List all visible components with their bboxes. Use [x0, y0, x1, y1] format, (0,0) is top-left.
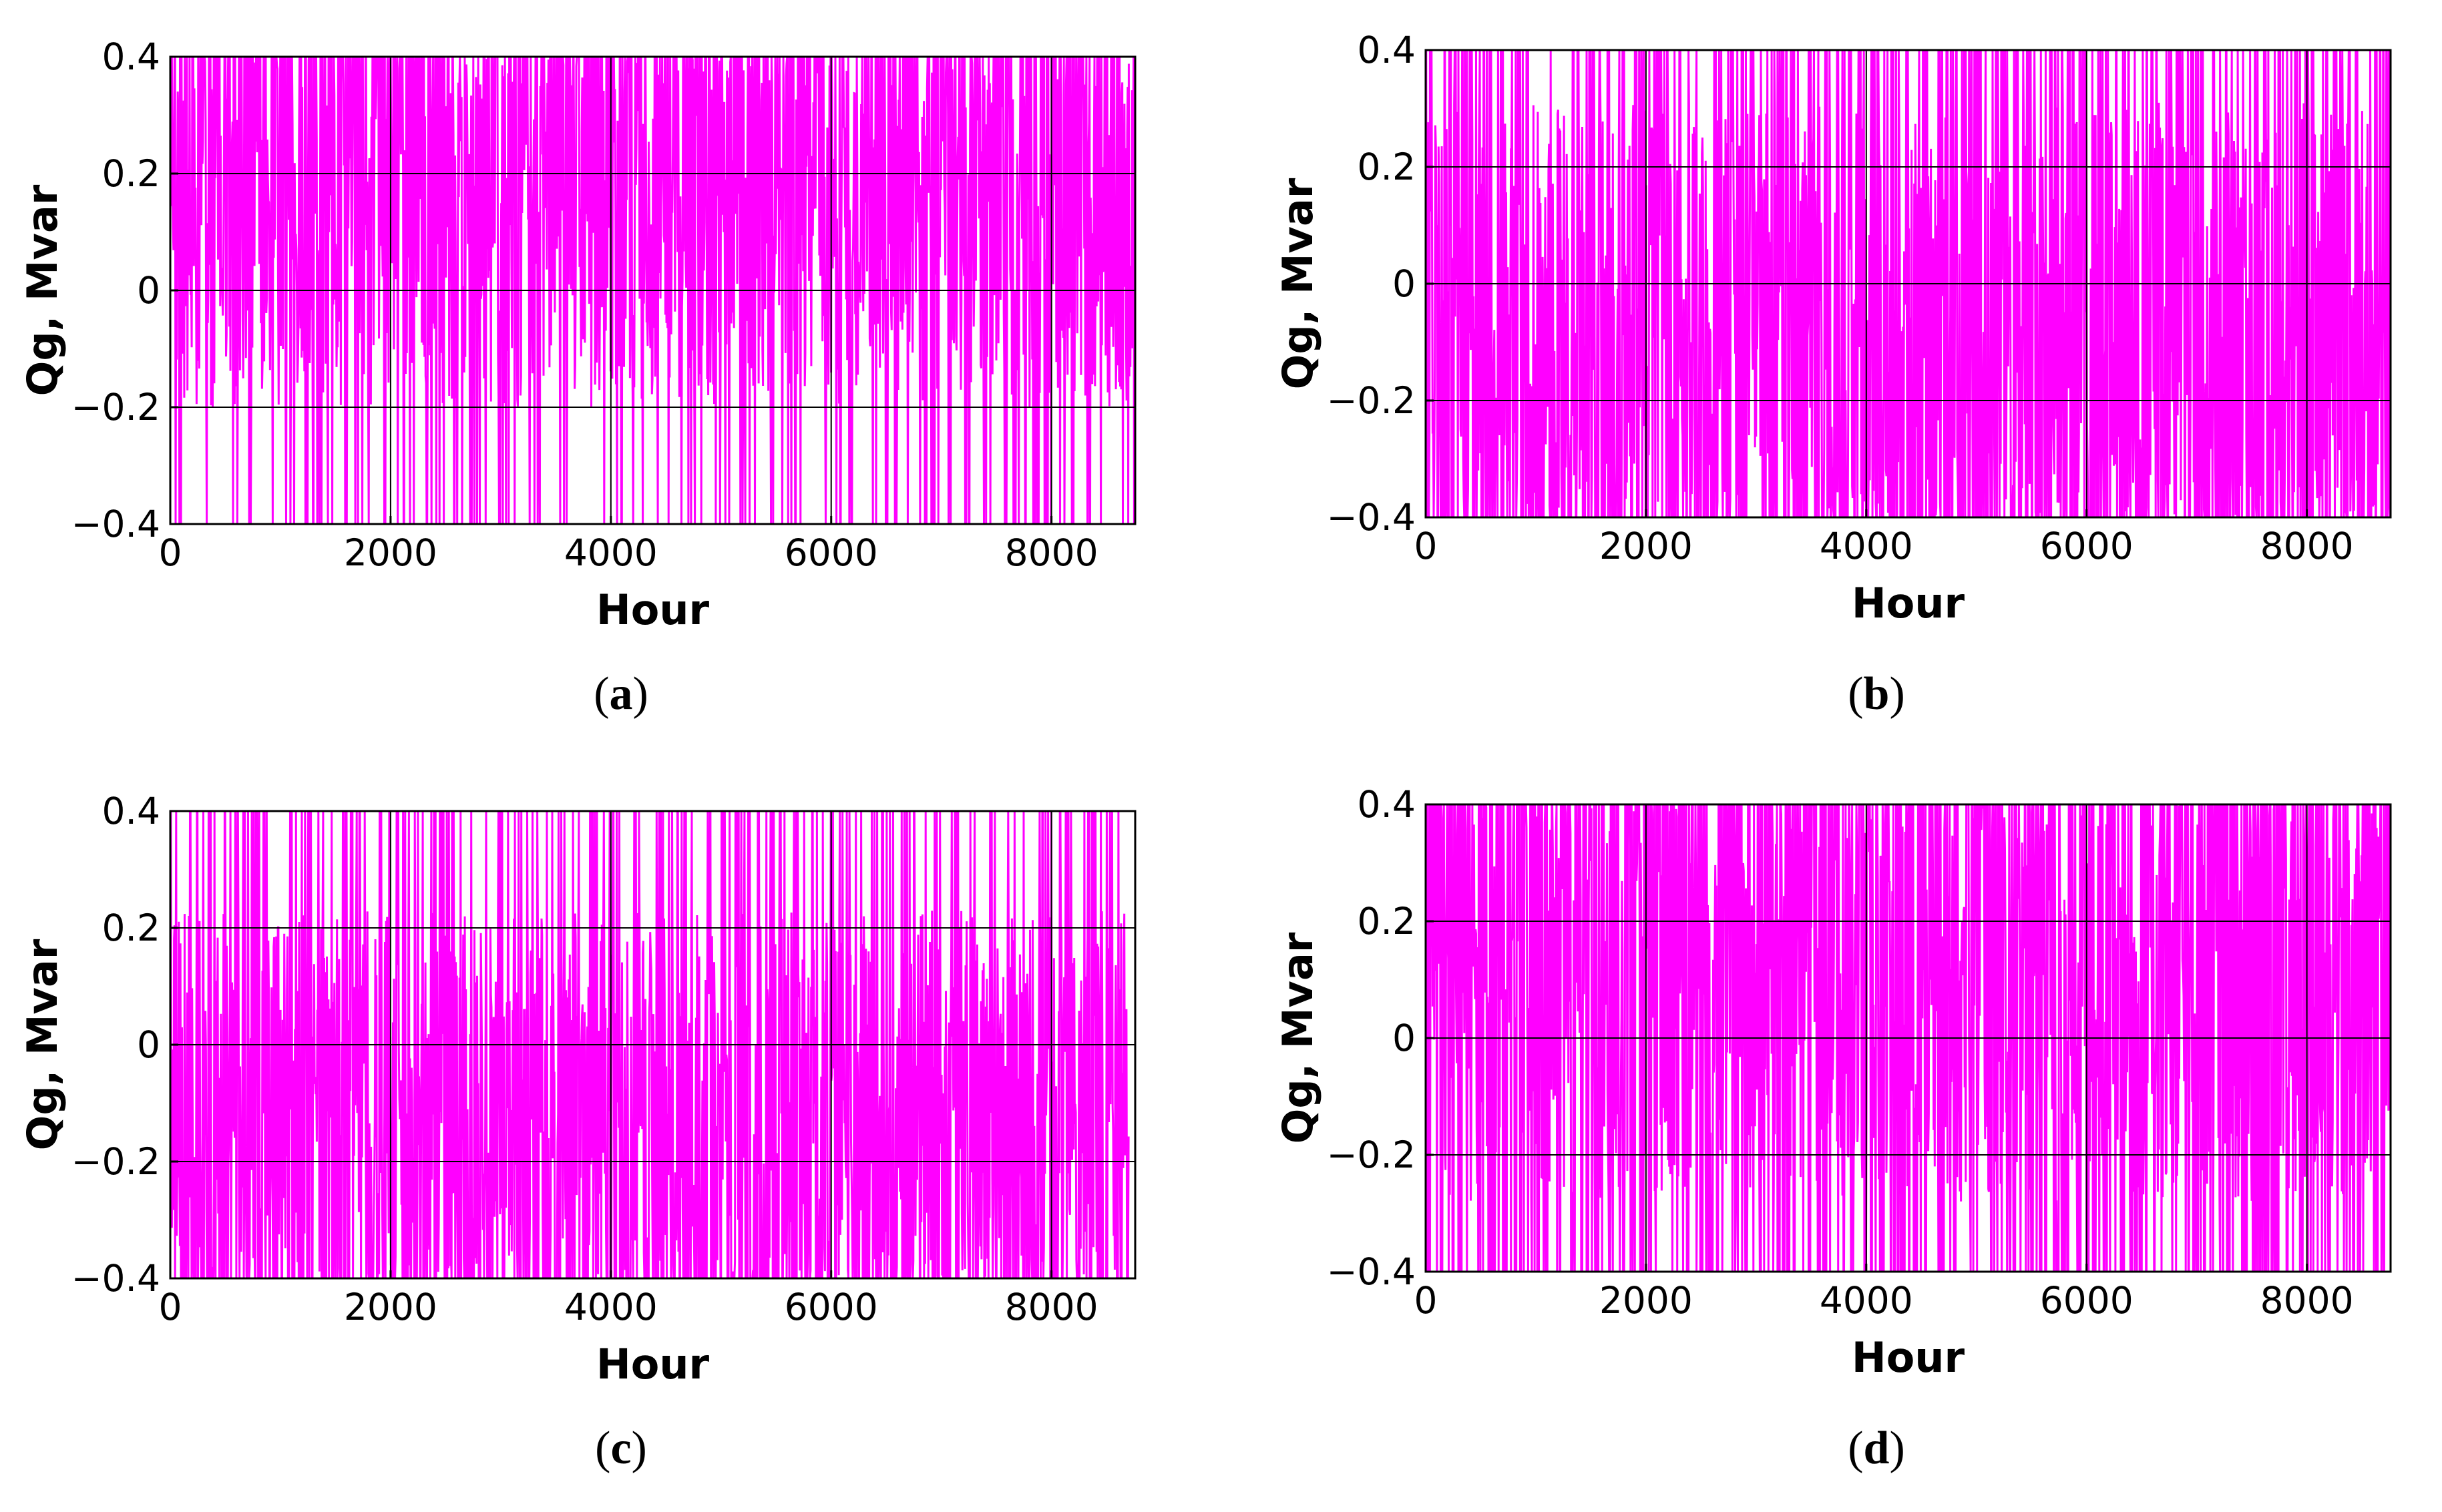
y-tick-label-b-2: 0 — [1392, 262, 1416, 305]
x-tick-label-d-1: 2000 — [1599, 1279, 1693, 1322]
chart-panel-d: 0 2000 4000 6000 8000 −0.4 −0.2 0 0.2 0.4 Hour Qg, … — [1255, 761, 2442, 1495]
x-tick-label-b-3: 6000 — [2040, 525, 2133, 567]
chart-b-svg: 0 2000 4000 6000 8000 −0.4 −0.2 0 0.2 0.4 Hour Qg, … — [1273, 29, 2392, 627]
series-b-0 — [1426, 50, 2391, 517]
caption-b: (b) — [1848, 668, 1905, 720]
x-tick-label-a-1: 2000 — [344, 531, 437, 574]
chart-panel-a: 0 2000 4000 6000 8000 −0.4 −0.2 0 0.2 0.4 Hour Qg, … — [0, 13, 1202, 748]
y-tick-label-b-1: −0.2 — [1326, 379, 1416, 422]
series-c-0 — [170, 811, 1130, 1278]
series-line-b — [1426, 50, 2391, 517]
y-tick-label-b-0: −0.4 — [1326, 496, 1416, 539]
chart-a-svg: 0 2000 4000 6000 8000 −0.4 −0.2 0 0.2 0.4 Hour Qg, … — [18, 35, 1137, 634]
chart-panel-c: 0 2000 4000 6000 8000 −0.4 −0.2 0 0.2 0.4 Hour Qg, … — [0, 768, 1202, 1502]
y-tick-label-d-4: 0.4 — [1358, 783, 1416, 826]
y-tick-label-c-1: −0.2 — [71, 1140, 160, 1183]
caption-a-letter: a — [609, 668, 633, 720]
x-tick-label-a-3: 6000 — [785, 531, 878, 574]
y-tick-label-c-4: 0.4 — [102, 790, 160, 832]
caption-c: (c) — [595, 1423, 647, 1474]
series-d-0 — [1426, 804, 2391, 1272]
x-tick-label-c-1: 2000 — [344, 1286, 437, 1328]
x-tick-label-b-1: 2000 — [1599, 525, 1693, 567]
x-tick-label-b-4: 8000 — [2260, 525, 2354, 567]
y-tick-label-c-3: 0.2 — [102, 907, 160, 949]
x-tick-label-a-4: 8000 — [1005, 531, 1098, 574]
y-tick-label-b-4: 0.4 — [1358, 29, 1416, 71]
series-a-0 — [170, 57, 1135, 524]
y-tick-label-a-1: −0.2 — [71, 386, 160, 429]
chart-d-svg: 0 2000 4000 6000 8000 −0.4 −0.2 0 0.2 0.4 Hour Qg, … — [1273, 783, 2392, 1382]
x-tick-label-d-4: 8000 — [2260, 1279, 2354, 1322]
caption-d: (d) — [1848, 1423, 1905, 1474]
x-tick-label-c-4: 8000 — [1005, 1286, 1098, 1328]
x-tick-label-b-0: 0 — [1414, 525, 1438, 567]
series-line-a — [170, 57, 1135, 524]
y-tick-label-a-0: −0.4 — [71, 503, 160, 545]
y-axis-label-b: Qg, Mvar — [1273, 178, 1322, 389]
y-axis-label-d: Qg, Mvar — [1273, 932, 1322, 1144]
caption-b-letter: b — [1863, 668, 1890, 720]
y-axis-label-c: Qg, Mvar — [18, 939, 67, 1150]
y-tick-label-a-3: 0.2 — [102, 152, 160, 195]
series-line-d — [1426, 804, 2391, 1272]
x-tick-label-d-0: 0 — [1414, 1279, 1438, 1322]
x-tick-label-d-3: 6000 — [2040, 1279, 2133, 1322]
chart-panel-b: 0 2000 4000 6000 8000 −0.4 −0.2 0 0.2 0.4 Hour Qg, … — [1255, 7, 2442, 741]
x-axis-label-d: Hour — [1852, 1333, 1965, 1382]
y-tick-label-d-3: 0.2 — [1358, 900, 1416, 943]
x-tick-label-d-2: 4000 — [1820, 1279, 1913, 1322]
y-axis-label-a: Qg, Mvar — [18, 184, 67, 396]
x-tick-label-a-2: 4000 — [564, 531, 658, 574]
y-tick-label-a-2: 0 — [137, 269, 160, 312]
x-tick-label-b-2: 4000 — [1820, 525, 1913, 567]
x-tick-label-c-3: 6000 — [785, 1286, 878, 1328]
y-tick-label-d-1: −0.2 — [1326, 1133, 1416, 1176]
y-tick-label-c-0: −0.4 — [71, 1257, 160, 1300]
y-tick-label-c-2: 0 — [137, 1023, 160, 1066]
x-axis-label-b: Hour — [1852, 579, 1965, 627]
x-tick-label-c-2: 4000 — [564, 1286, 658, 1328]
caption-d-letter: d — [1863, 1423, 1890, 1474]
y-tick-label-d-0: −0.4 — [1326, 1250, 1416, 1293]
x-axis-label-a: Hour — [596, 585, 710, 634]
y-tick-label-d-2: 0 — [1392, 1017, 1416, 1059]
x-tick-label-a-0: 0 — [159, 531, 182, 574]
series-line-c — [170, 811, 1130, 1278]
caption-c-letter: c — [610, 1423, 632, 1474]
y-tick-label-b-3: 0.2 — [1358, 146, 1416, 188]
x-axis-label-c: Hour — [596, 1340, 710, 1389]
caption-a: (a) — [594, 668, 648, 720]
x-tick-label-c-0: 0 — [159, 1286, 182, 1328]
y-tick-label-a-4: 0.4 — [102, 35, 160, 78]
chart-c-svg: 0 2000 4000 6000 8000 −0.4 −0.2 0 0.2 0.4 Hour Qg, … — [18, 790, 1137, 1389]
